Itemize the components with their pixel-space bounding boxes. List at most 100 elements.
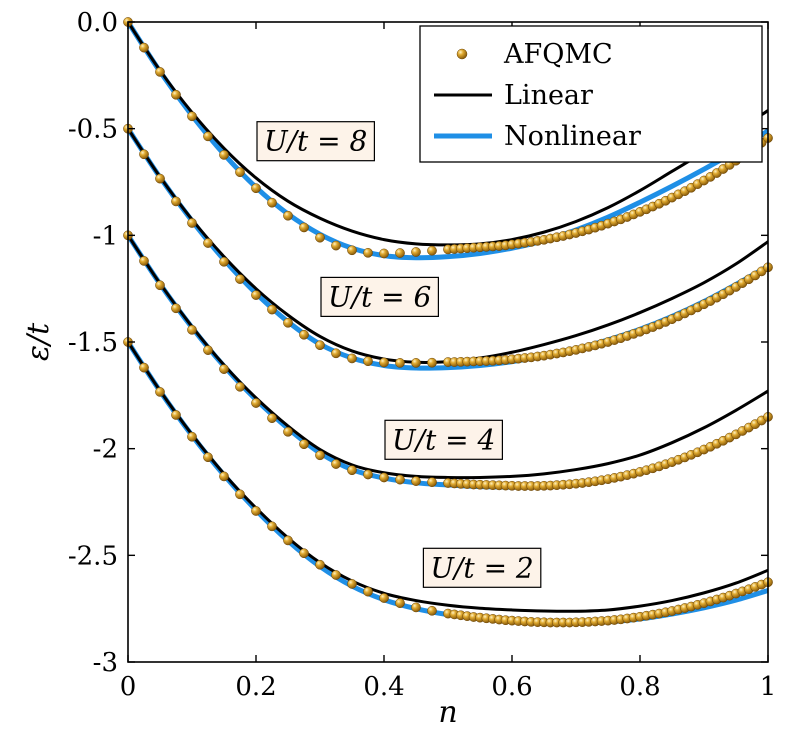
afqmc-point — [363, 247, 373, 258]
afqmc-point — [315, 232, 325, 243]
y-tick-label: -0.5 — [68, 115, 118, 145]
linear-curve-2 — [128, 233, 768, 480]
afqmc-point — [299, 222, 309, 233]
afqmc-point — [427, 605, 437, 616]
y-tick-label: -1.5 — [68, 328, 118, 358]
y-tick-label: -2.5 — [68, 541, 118, 571]
afqmc-point — [187, 324, 197, 335]
afqmc-point — [331, 240, 341, 251]
nonlinear-curve-0 — [128, 22, 768, 261]
afqmc-point — [395, 598, 405, 608]
afqmc-point — [299, 439, 309, 450]
x-tick-label: 0.6 — [491, 672, 532, 702]
annotations-layer: U/t = 8 U/t = 6 U/t = 4 U/t = 2 — [256, 121, 542, 588]
y-tick-label: -1 — [93, 221, 118, 251]
afqmc-point — [251, 506, 261, 516]
afqmc-point — [315, 340, 325, 351]
afqmc-point — [219, 471, 229, 482]
annotation-box — [422, 547, 542, 588]
afqmc-point — [379, 593, 389, 603]
afqmc-point — [283, 426, 293, 437]
afqmc-point — [363, 356, 373, 367]
afqmc-point — [251, 290, 261, 300]
ticks-layer: 0 0.2 0.4 0.6 0.8 1 0.0 -0.5 -1 -1.5 -2 -2.5 -3 — [68, 8, 776, 702]
afqmc-point — [283, 210, 293, 221]
afqmc-point — [315, 559, 325, 570]
afqmc-point — [427, 357, 437, 368]
x-tick-label: 0.8 — [619, 672, 660, 702]
afqmc-point — [219, 150, 229, 160]
afqmc-point — [299, 329, 309, 340]
afqmc-point — [187, 111, 197, 122]
afqmc-point — [139, 149, 149, 160]
x-tick-label: 0.4 — [363, 672, 404, 702]
legend-label-nonlinear: Nonlinear — [504, 121, 641, 152]
afqmc-point — [427, 477, 437, 488]
x-axis-label: n — [438, 695, 457, 730]
legend-swatch-afqmc — [456, 48, 468, 60]
y-tick-label: -3 — [93, 648, 118, 678]
annotation-label: U/t = 6 — [328, 280, 431, 313]
afqmc-point — [283, 317, 293, 328]
x-tick-label: 0.2 — [235, 672, 276, 702]
afqmc-point — [331, 570, 341, 580]
afqmc-point — [363, 469, 373, 480]
linear-curve-3 — [128, 340, 768, 613]
y-tick-label: -2 — [93, 435, 118, 465]
afqmc-point — [411, 602, 421, 613]
afqmc-point — [203, 131, 213, 142]
afqmc-point — [155, 67, 165, 77]
afqmc-point — [315, 450, 325, 461]
afqmc-point — [251, 398, 261, 408]
annotation-label: U/t = 8 — [264, 125, 367, 158]
y-axis-label: ε/t — [21, 322, 56, 361]
afqmc-point — [171, 196, 181, 207]
afqmc-point — [219, 256, 229, 267]
afqmc-point — [347, 465, 357, 476]
afqmc-point — [235, 489, 245, 500]
afqmc-point — [187, 431, 197, 442]
afqmc-point — [203, 345, 213, 355]
afqmc-point — [347, 353, 357, 364]
afqmc-point — [395, 358, 405, 368]
afqmc-point — [139, 256, 149, 266]
legend: AFQMC Linear Nonlinear — [419, 25, 763, 163]
x-tick-label: 1 — [760, 672, 777, 702]
afqmc-point — [171, 303, 181, 314]
afqmc-point — [347, 245, 357, 256]
afqmc-point — [395, 474, 405, 485]
annotation-box — [256, 121, 376, 162]
afqmc-point — [155, 173, 165, 184]
afqmc-point — [331, 348, 341, 359]
afqmc-point — [347, 579, 357, 589]
afqmc-point — [411, 476, 421, 486]
afqmc-point — [427, 245, 437, 256]
afqmc-point — [235, 167, 245, 178]
afqmc-point — [379, 472, 389, 483]
markers-layer — [123, 17, 773, 628]
afqmc-point — [155, 280, 165, 291]
afqmc-point — [395, 248, 405, 258]
afqmc-point — [379, 357, 389, 368]
x-tick-label: 0 — [120, 672, 137, 702]
afqmc-point — [235, 274, 245, 284]
afqmc-point — [171, 410, 181, 420]
afqmc-point — [203, 238, 213, 248]
annotation-label: U/t = 2 — [430, 551, 533, 584]
afqmc-point — [267, 197, 277, 208]
annotation-label: U/t = 4 — [392, 423, 495, 456]
afqmc-point — [331, 459, 341, 469]
afqmc-point — [363, 586, 373, 597]
afqmc-point — [219, 364, 229, 374]
afqmc-point — [267, 304, 277, 315]
afqmc-point — [379, 248, 389, 259]
legend-label-linear: Linear — [504, 80, 593, 111]
afqmc-point — [267, 413, 277, 424]
afqmc-point — [203, 452, 213, 463]
afqmc-point — [299, 548, 309, 559]
annotation-box — [320, 276, 440, 317]
afqmc-point — [267, 521, 277, 532]
afqmc-point — [251, 183, 261, 194]
afqmc-point — [283, 535, 293, 546]
